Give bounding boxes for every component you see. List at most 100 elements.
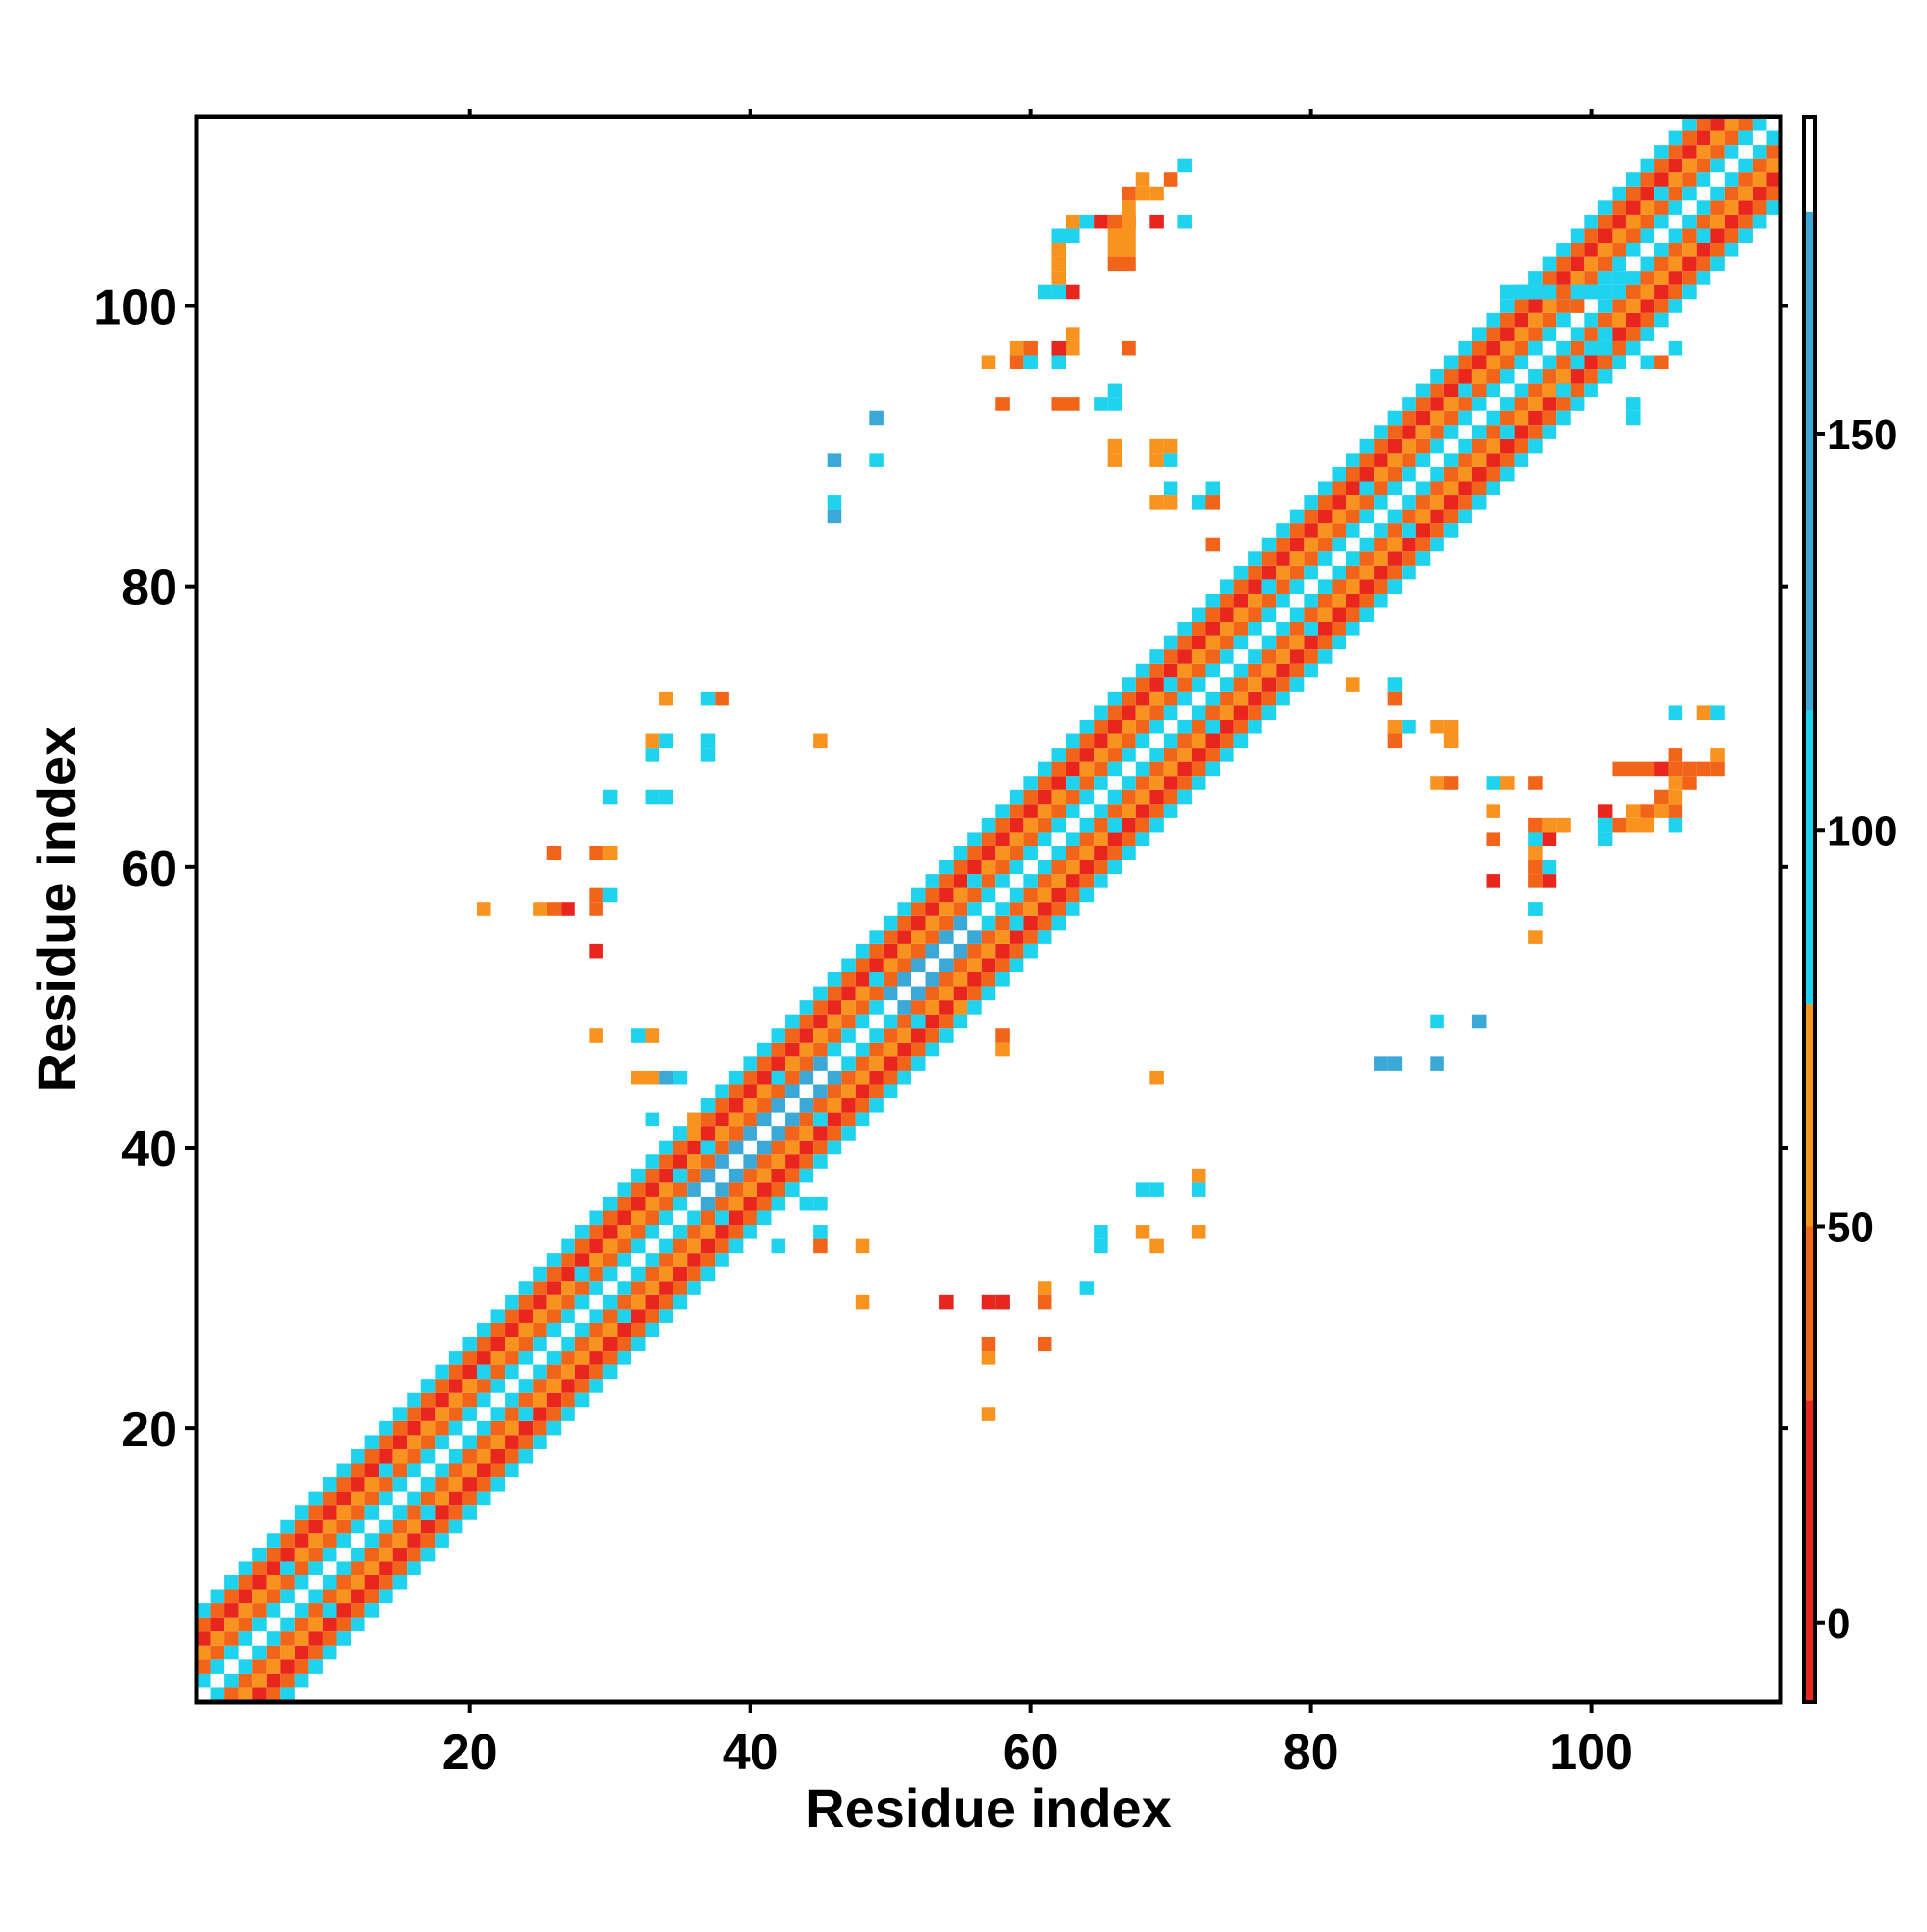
heatmap-cell <box>1107 397 1122 411</box>
heatmap-cell <box>911 958 926 973</box>
heatmap-cell <box>602 1322 618 1337</box>
heatmap-cell <box>911 1042 926 1057</box>
heatmap-cell <box>1205 607 1221 622</box>
heatmap-cell <box>1359 607 1375 622</box>
heatmap-cell <box>883 1028 898 1043</box>
heatmap-cell <box>1107 228 1122 244</box>
heatmap-cell <box>1009 804 1024 818</box>
heatmap-cell <box>294 1533 309 1548</box>
heatmap-cell <box>995 943 1010 959</box>
heatmap-cell <box>981 817 996 833</box>
heatmap-cell <box>1430 537 1444 552</box>
heatmap-cell <box>574 1392 590 1408</box>
heatmap-cell <box>855 972 870 987</box>
heatmap-cell <box>981 845 996 860</box>
heatmap-cell <box>1710 256 1725 272</box>
heatmap-cell <box>1542 327 1557 341</box>
heatmap-cell <box>505 1463 519 1478</box>
heatmap-cell <box>659 1294 673 1310</box>
heatmap-cell <box>1359 466 1375 482</box>
heatmap-cell <box>981 1337 996 1352</box>
heatmap-cell <box>490 1435 506 1449</box>
heatmap-cell <box>1696 243 1711 257</box>
heatmap-cell <box>252 1603 267 1618</box>
heatmap-cell <box>785 1084 800 1099</box>
heatmap-cell <box>266 1631 281 1646</box>
heatmap-cell <box>1402 719 1416 734</box>
heatmap-cell <box>1402 565 1416 580</box>
heatmap-cell <box>855 1294 870 1310</box>
heatmap-cell <box>518 1379 534 1393</box>
heatmap-cell <box>1514 425 1529 439</box>
heatmap-cell <box>322 1631 337 1646</box>
heatmap-cell <box>855 1042 870 1057</box>
heatmap-cell <box>1135 1182 1150 1197</box>
heatmap-cell <box>1023 930 1038 944</box>
heatmap-cell <box>1149 1070 1164 1085</box>
heatmap-cell <box>533 1294 547 1310</box>
heatmap-cell <box>518 1448 534 1464</box>
heatmap-cell <box>743 1070 757 1085</box>
heatmap-cell <box>1597 817 1613 833</box>
heatmap-cell <box>1500 776 1515 790</box>
heatmap-cell <box>1415 551 1431 566</box>
heatmap-cell <box>1430 481 1444 496</box>
heatmap-cell <box>602 1351 618 1365</box>
heatmap-cell <box>294 1673 309 1688</box>
heatmap-cell <box>1374 438 1388 454</box>
heatmap-cell <box>700 748 716 762</box>
heatmap-cell <box>435 1477 449 1492</box>
heatmap-cell <box>1149 789 1164 805</box>
heatmap-cell <box>1443 495 1459 510</box>
heatmap-cell <box>1037 804 1052 818</box>
heatmap-cell <box>546 1379 562 1393</box>
heatmap-cell <box>1051 804 1067 818</box>
x-tick-label: 20 <box>442 1725 498 1781</box>
heatmap-cell <box>1289 523 1305 538</box>
heatmap-cell <box>1387 466 1403 482</box>
heatmap-cell <box>546 1364 562 1380</box>
heatmap-cell <box>1640 214 1655 229</box>
heatmap-cell <box>1276 579 1290 594</box>
heatmap-cell <box>364 1575 380 1590</box>
heatmap-cell <box>1079 719 1095 734</box>
heatmap-cell <box>813 1112 828 1127</box>
heatmap-cell <box>1402 523 1416 538</box>
heatmap-cell <box>1387 438 1403 454</box>
heatmap-cell <box>1023 832 1038 846</box>
heatmap-cell <box>967 887 982 903</box>
heatmap-cell <box>280 1645 295 1660</box>
heatmap-cell <box>1514 383 1529 398</box>
heatmap-cell <box>813 1238 828 1254</box>
heatmap-cell <box>728 1182 744 1197</box>
heatmap-cell <box>743 1098 757 1113</box>
heatmap-cell <box>1037 874 1052 888</box>
heatmap-cell <box>490 1407 506 1421</box>
heatmap-cell <box>1500 438 1515 454</box>
heatmap-cell <box>435 1491 449 1506</box>
heatmap-cell <box>1233 622 1249 636</box>
heatmap-cell <box>280 1561 295 1575</box>
heatmap-cell <box>687 1266 701 1282</box>
heatmap-cell <box>1191 607 1206 622</box>
heatmap-cell <box>939 930 954 944</box>
heatmap-cell <box>1094 705 1108 720</box>
heatmap-cell <box>995 1028 1010 1043</box>
heatmap-cell <box>1584 228 1598 244</box>
colorbar-band <box>1804 1400 1815 1702</box>
heatmap-cell <box>561 902 575 916</box>
colorbar-band <box>1804 1004 1815 1227</box>
heatmap-cell <box>1220 579 1234 594</box>
colorbar-tick-label: 50 <box>1827 1204 1874 1252</box>
heatmap-cell <box>1668 748 1683 762</box>
heatmap-cell <box>1514 327 1529 341</box>
heatmap-cell <box>897 1056 911 1071</box>
heatmap-cell <box>953 887 968 903</box>
heatmap-cell <box>1486 369 1501 384</box>
heatmap-cell <box>533 1322 547 1337</box>
heatmap-cell <box>1710 130 1725 146</box>
heatmap-cell <box>953 1014 968 1029</box>
heatmap-cell <box>1037 887 1052 903</box>
heatmap-cell <box>1122 789 1136 805</box>
heatmap-cell <box>841 1070 856 1085</box>
